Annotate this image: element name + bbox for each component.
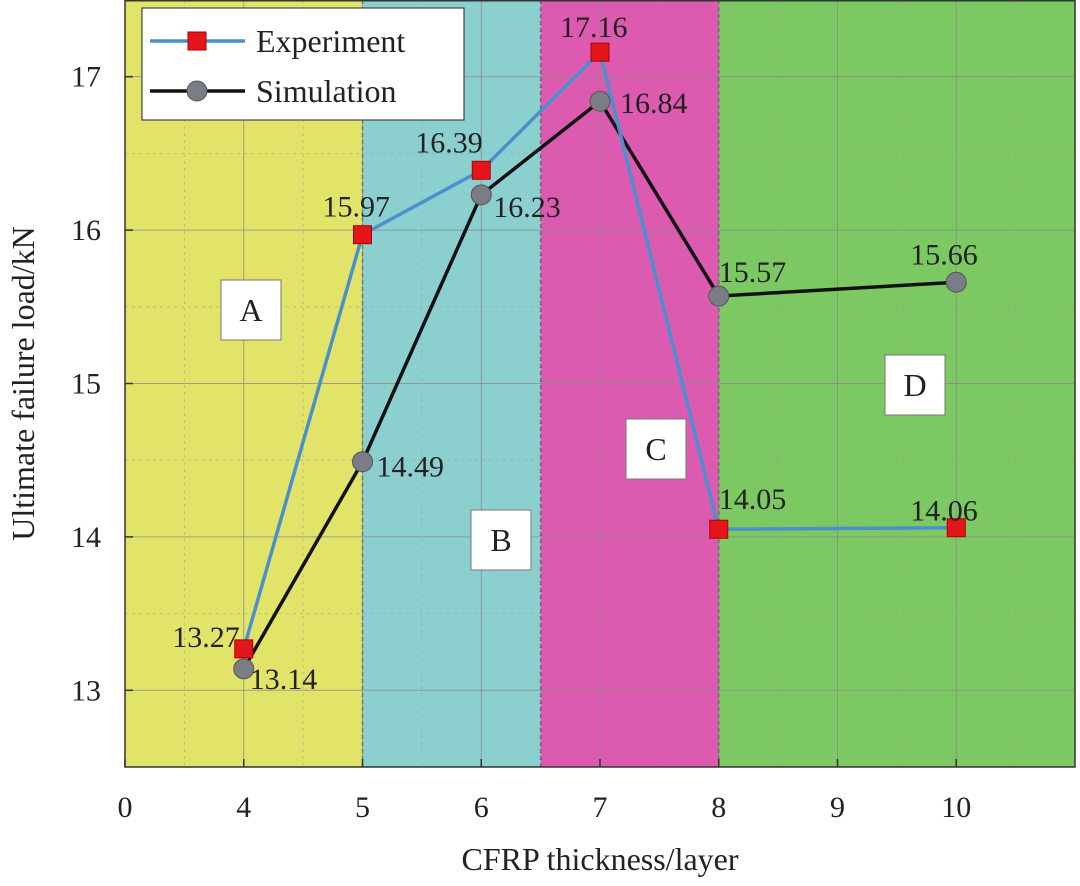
experiment-point [353,225,372,245]
simulation-data-label: 15.57 [719,256,787,289]
grid [125,0,1075,767]
simulation-data-label: 16.84 [620,87,688,120]
experiment-data-label: 17.16 [560,11,628,44]
simulation-data-label: 16.23 [493,191,561,224]
experiment-legend-label: Experiment [256,23,405,59]
simulation-point [708,285,730,307]
experiment-data-label: 14.05 [719,483,787,516]
simulation-data-label: 13.14 [250,663,318,696]
x-tick-label: 8 [711,791,726,824]
simulation-data-label: 15.66 [910,238,978,271]
region-label-b: B [490,522,511,558]
simulation-point [352,451,373,473]
experiment-data-label: 15.97 [323,191,391,224]
region-label-box [220,279,282,341]
simulation-legend-marker [186,80,208,102]
legend: Experiment Simulation [141,7,465,121]
x-tick-label: 5 [355,791,370,824]
experiment-legend-marker [187,31,207,51]
region-label-box [470,509,532,571]
y-tick-label: 16 [71,214,101,247]
y-axis-title: Ultimate failure load/kN [5,226,41,541]
y-tick-label: 17 [71,61,101,94]
y-tick-label: 15 [71,368,101,401]
experiment-data-label: 16.39 [415,126,483,159]
simulation-line [242,99,957,670]
region-label-c: C [645,431,666,467]
experiment-data-label: 13.27 [172,621,240,654]
x-tick-label: 7 [593,791,608,824]
experiment-point [234,639,254,659]
x-tick-label: 4 [236,791,251,824]
experiment-line [242,50,957,650]
experiment-point [590,42,610,62]
data-labels: 13.27 15.97 16.39 17.16 14.05 14.06 13.14 14.49… [172,11,978,696]
experiment-point [946,518,966,538]
simulation-point [470,184,492,206]
region-label-box [625,418,687,480]
experiment-data-label: 14.06 [910,495,978,528]
region-label-a: A [239,292,262,328]
series [233,42,967,680]
simulation-legend-label: Simulation [256,73,396,109]
region-label-d: D [903,367,926,403]
simulation-point [589,90,611,112]
x-tick-label: 0 [118,791,133,824]
axis-ticks: 0 4 5 6 7 8 9 10 13 14 15 16 17 [71,61,971,824]
region-labels: A B C D [220,279,946,571]
experiment-point [709,519,729,539]
simulation-point [233,658,255,680]
x-tick-label: 9 [830,791,845,824]
x-tick-label: 6 [474,791,489,824]
region-label-box [884,354,946,416]
simulation-data-label: 14.49 [377,451,445,484]
x-tick-label: 10 [941,791,971,824]
y-tick-label: 13 [71,674,101,707]
y-tick-label: 14 [71,521,101,554]
simulation-point [945,271,967,293]
x-axis-title: CFRP thickness/layer [461,841,738,877]
experiment-point [471,160,491,180]
